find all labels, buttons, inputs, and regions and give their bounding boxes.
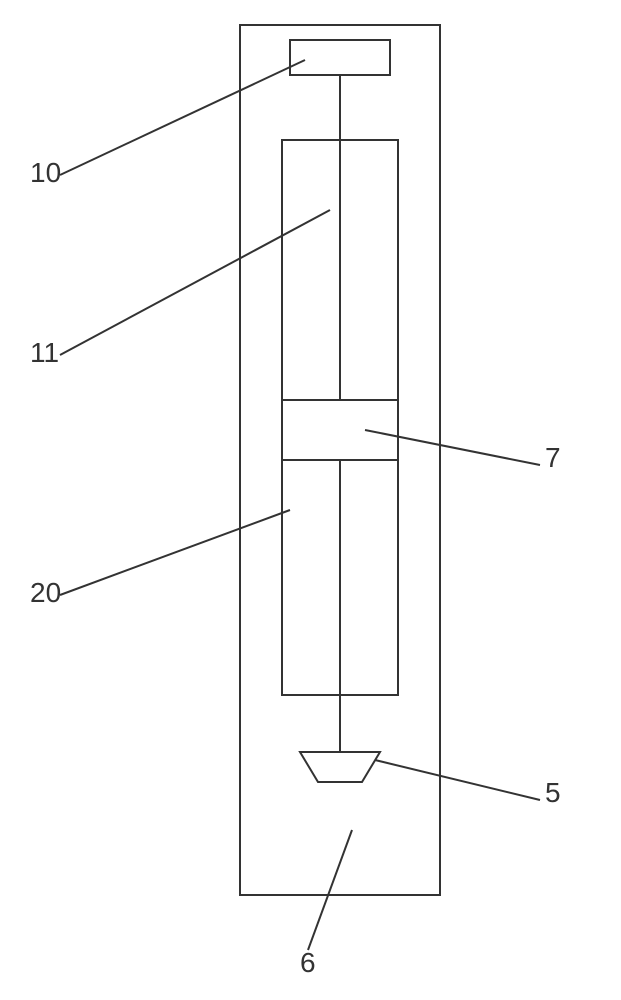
label-6: 6: [300, 947, 316, 979]
label-5: 5: [545, 777, 561, 809]
label-11: 11: [30, 337, 59, 369]
schematic-diagram: [0, 0, 621, 1000]
label-7: 7: [545, 442, 561, 474]
label-20: 20: [30, 577, 61, 609]
label-10: 10: [30, 157, 61, 189]
